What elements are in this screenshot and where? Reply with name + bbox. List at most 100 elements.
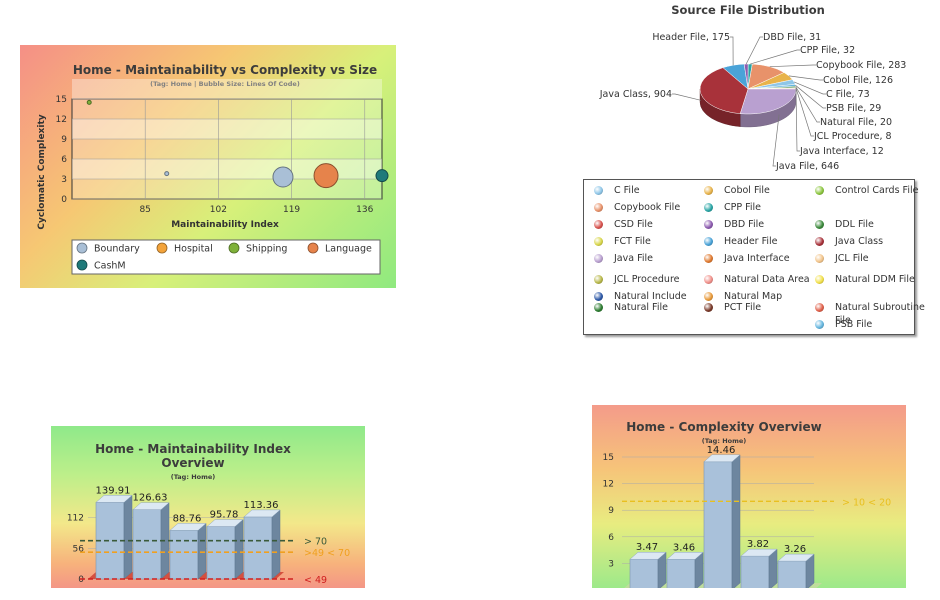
pie-legend: C File Cobol File Control Cards File Copybo… <box>583 179 925 335</box>
pie-label-connector <box>795 87 814 137</box>
legend-marker <box>815 254 824 263</box>
legend-marker <box>815 220 824 229</box>
bar-value-label: 3.26 <box>784 544 806 555</box>
legend-marker <box>594 254 603 263</box>
bubble-legend-box <box>71 239 381 275</box>
legend-label: DDL File <box>835 219 874 230</box>
bar-side <box>271 509 281 580</box>
bubble-chart-panel: Home - Maintainability vs Complexity vs … <box>20 45 396 288</box>
legend-marker <box>156 242 168 254</box>
legend-label: Natural Include <box>614 291 687 302</box>
bar-side <box>731 454 741 588</box>
legend-marker <box>76 259 88 271</box>
y-tick-label: 6 <box>608 533 614 543</box>
bar-value-label: 3.47 <box>636 542 658 553</box>
legend-marker <box>815 186 824 195</box>
bar-top <box>206 519 244 527</box>
y-tick-label: 3 <box>61 175 67 185</box>
legend-label: Control Cards File <box>835 185 919 196</box>
y-tick-label: 6 <box>61 155 67 165</box>
pie-chart-title: Source File Distribution <box>671 3 825 17</box>
legend-label: Copybook File <box>614 202 681 213</box>
maintainability-chart: Home - Maintainability Index Overview (T… <box>67 442 350 586</box>
legend-label: Boundary <box>94 244 140 255</box>
y-tick-label: 0 <box>61 195 67 205</box>
legend-marker <box>594 237 603 246</box>
legend-marker <box>594 275 603 284</box>
pie-slice-label: DBD File, 31 <box>763 32 821 43</box>
pie-label-connector <box>750 49 800 65</box>
legend-label: Natural File <box>614 302 668 313</box>
bar-value-label: 126.63 <box>133 493 168 504</box>
legend-marker <box>704 220 713 229</box>
pie-label-connector <box>795 85 826 109</box>
bubble-legend: Boundary Hospital Shipping Language CashM <box>71 239 381 275</box>
bar-top <box>666 552 704 560</box>
y-tick-label: 0 <box>78 575 84 585</box>
legend-marker <box>594 220 603 229</box>
bar <box>243 516 273 580</box>
bar-value-label: 113.36 <box>244 500 279 511</box>
legend-label: Java Interface <box>724 253 790 264</box>
legend-label: Natural Subroutine File <box>835 302 925 326</box>
bubble-plot-frame <box>71 98 383 200</box>
legend-label: PCT File <box>724 302 762 313</box>
cx-chart-subtitle: (Tag: Home) <box>702 437 747 445</box>
bar-value-label: 95.78 <box>210 510 239 521</box>
legend-marker <box>704 254 713 263</box>
y-tick-label: 12 <box>56 115 67 125</box>
legend-label: FCT File <box>614 236 651 247</box>
bubble-chart-subtitle: (Tag: Home | Bubble Size: Lines Of Code) <box>150 80 300 89</box>
legend-label: Header File <box>724 236 778 247</box>
y-tick-label: 3 <box>608 559 614 569</box>
bar-top <box>629 551 667 560</box>
legend-label: CashM <box>94 261 126 272</box>
pie-label-connector <box>795 86 820 123</box>
pie-slice-label: Cobol File, 126 <box>823 75 893 86</box>
y-tick-label: 15 <box>56 95 67 105</box>
pie-label-connector <box>730 36 734 66</box>
bubble-grid-band <box>72 79 382 99</box>
bubble-point <box>164 171 170 177</box>
y-tick-label: 15 <box>603 453 614 463</box>
complexity-chart-panel: Home - Complexity Overview (Tag: Home) 3… <box>592 405 906 588</box>
bubble-point <box>375 169 389 183</box>
bar-top <box>777 553 815 562</box>
pie-slice-label: Header File, 175 <box>652 32 730 43</box>
legend-label: C File <box>614 185 640 196</box>
legend-marker <box>815 237 824 246</box>
y-tick-label: 12 <box>603 480 614 490</box>
y-tick-label: 112 <box>67 514 84 524</box>
pie-slice-label: JCL Procedure, 8 <box>813 131 892 142</box>
legend-marker <box>704 237 713 246</box>
y-axis-label: Cyclomatic Complexity <box>37 114 47 229</box>
legend-marker <box>815 320 824 329</box>
bar-value-label: 88.76 <box>173 513 202 524</box>
pie-slice-label: C File, 73 <box>826 89 870 100</box>
bar-value-label: 14.46 <box>707 445 736 456</box>
legend-label: PSB File <box>835 319 873 330</box>
legend-marker <box>594 186 603 195</box>
x-tick-label: 119 <box>283 205 300 215</box>
legend-label: Shipping <box>246 244 287 255</box>
bar <box>740 555 770 588</box>
pie-slice-label: CPP File, 32 <box>800 45 855 56</box>
bar <box>629 558 659 588</box>
legend-marker <box>594 292 603 301</box>
bar-top <box>169 523 207 531</box>
pie-slice-label: Java File, 646 <box>775 161 839 172</box>
bar-value-label: 139.91 <box>96 485 131 496</box>
legend-marker <box>594 303 603 312</box>
bubble-point <box>272 166 294 188</box>
trend-line-label: >49 < 70 <box>304 548 350 559</box>
bubble-grid-band <box>72 159 382 179</box>
mi-chart-title-line1: Home - Maintainability Index <box>95 442 291 456</box>
pie-slice-label: Copybook File, 283 <box>816 60 906 71</box>
bar <box>666 559 696 588</box>
pie-chart: Source File Distribution Header File, 17… <box>599 3 907 172</box>
bar-top <box>243 509 281 518</box>
bar-side <box>123 494 133 580</box>
bar-top <box>132 502 170 510</box>
y-tick-label: 9 <box>61 135 67 145</box>
bar-top <box>740 548 778 557</box>
